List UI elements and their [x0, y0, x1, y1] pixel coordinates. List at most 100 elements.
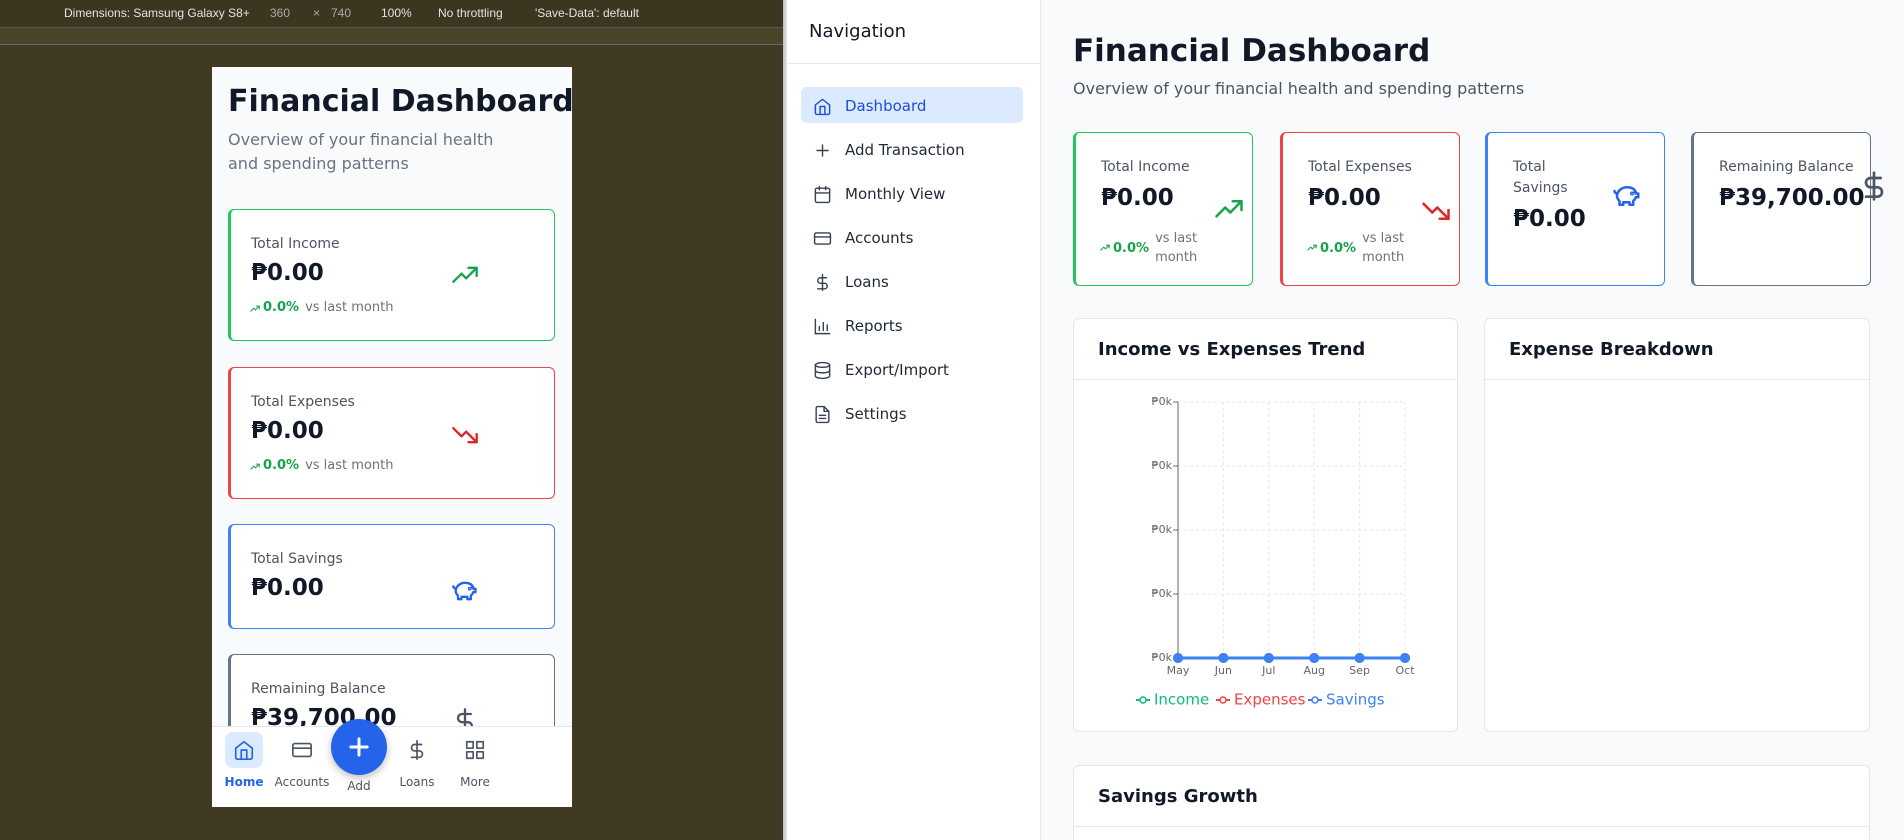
- x-tick-label: Sep: [1349, 664, 1370, 677]
- throttling-select[interactable]: No throttling: [438, 6, 503, 20]
- icon: [452, 581, 477, 601]
- nav-item[interactable]: Loans: [845, 273, 889, 291]
- icon: [250, 305, 260, 312]
- legend-marker: [1139, 696, 1147, 704]
- devtools-toolbar: [0, 0, 783, 28]
- expense-panel: Expense Breakdown: [1484, 318, 1870, 732]
- card-label: Total Income: [1101, 159, 1190, 175]
- card-amount: ₱0.00: [1513, 206, 1586, 232]
- icon: [816, 273, 828, 291]
- add-button[interactable]: [331, 719, 387, 775]
- card-label: Total Savings: [1513, 159, 1568, 196]
- legend-label: Expenses: [1234, 691, 1306, 709]
- legend-marker: [1311, 696, 1319, 704]
- x-tick-label: Aug: [1303, 664, 1324, 677]
- summary-card: Total Expenses ₱0.00 0.0% vs last month: [1280, 132, 1460, 286]
- icon: [814, 361, 830, 379]
- icon: [292, 742, 312, 758]
- legend-label: Savings: [1326, 691, 1385, 709]
- nav-item[interactable]: Accounts: [845, 229, 914, 247]
- y-tick-label: ₱0k: [1152, 523, 1173, 536]
- nav-label[interactable]: Accounts: [274, 775, 330, 789]
- icon: [1864, 171, 1884, 201]
- nav-item[interactable]: Settings: [845, 405, 907, 423]
- panel-title: Savings Growth: [1098, 786, 1258, 807]
- zoom-select[interactable]: 100%: [381, 6, 412, 20]
- device-select[interactable]: Dimensions: Samsung Galaxy S8+: [64, 6, 250, 20]
- icon: [814, 405, 830, 423]
- card-label: Remaining Balance: [1719, 159, 1854, 175]
- change-note: vs last month: [305, 458, 394, 473]
- nav-item[interactable]: Dashboard: [845, 97, 927, 115]
- change-note: vs last month: [1362, 231, 1405, 265]
- icon: [1100, 244, 1110, 251]
- nav-item[interactable]: Monthly View: [845, 185, 946, 203]
- summary-card: Total Income ₱0.00 0.0% vs last month: [228, 209, 555, 341]
- card-label: Total Expenses: [251, 394, 355, 410]
- card-change: 0.0% vs last month: [1100, 229, 1211, 267]
- icon: [452, 427, 478, 444]
- nav-label[interactable]: More: [460, 775, 490, 789]
- data-point: [1309, 653, 1320, 663]
- icon: [349, 737, 369, 757]
- y-tick-label: ₱0k: [1152, 459, 1173, 472]
- icon: [250, 463, 260, 470]
- y-tick-label: ₱0k: [1152, 395, 1173, 408]
- panel-divider: [1074, 826, 1869, 827]
- x-tick-label: Jul: [1261, 664, 1275, 677]
- card-amount: ₱39,700.00: [1719, 185, 1865, 211]
- x-tick-label: Oct: [1395, 664, 1415, 677]
- icon: [814, 185, 830, 203]
- data-point: [1173, 653, 1183, 663]
- icon: [1307, 244, 1317, 251]
- save-data-select[interactable]: 'Save-Data': default: [535, 6, 639, 20]
- card-label: Total Income: [251, 236, 340, 252]
- card-amount: ₱0.00: [251, 575, 324, 601]
- nav-item[interactable]: Add Transaction: [845, 141, 965, 159]
- summary-card: Remaining Balance ₱39,700.00: [1691, 132, 1884, 286]
- panel-divider: [1485, 379, 1869, 380]
- bottom-nav: Home Accounts Add Loans More: [212, 719, 572, 807]
- card-label: Total Expenses: [1308, 159, 1412, 175]
- nav-label[interactable]: Add: [347, 779, 371, 793]
- change-value: 0.0%: [1113, 240, 1150, 256]
- icon: [1613, 186, 1640, 206]
- nav-item[interactable]: Export/Import: [845, 361, 949, 379]
- change-note: vs last month: [305, 300, 394, 315]
- mobile-viewport: Financial Dashboard Overview of your fin…: [212, 67, 572, 807]
- divider-shadow: [783, 0, 789, 840]
- summary-card: Total Savings ₱0.00: [1485, 132, 1665, 286]
- card-change: 0.0% vs last month: [250, 458, 394, 473]
- icon: [234, 740, 254, 760]
- summary-card: Total Expenses ₱0.00 0.0% vs last month: [228, 367, 555, 499]
- data-point: [1263, 653, 1274, 663]
- data-point: [1400, 653, 1410, 663]
- icon: [814, 98, 830, 115]
- height-input[interactable]: 740: [331, 6, 352, 20]
- change-value: 0.0%: [1320, 240, 1357, 256]
- panel-title: Income vs Expenses Trend: [1098, 339, 1366, 360]
- card-label: Total Savings: [251, 551, 343, 567]
- card-amount: ₱0.00: [1308, 185, 1381, 211]
- page-title: Financial Dashboard: [1073, 33, 1431, 69]
- icon: [1422, 202, 1450, 220]
- legend-marker: [1219, 696, 1227, 704]
- width-input[interactable]: 360: [270, 6, 291, 20]
- summary-card: Total Income ₱0.00 0.0% vs last month: [1073, 132, 1253, 286]
- nav-label[interactable]: Home: [224, 775, 264, 789]
- y-tick-label: ₱0k: [1152, 587, 1173, 600]
- nav-label[interactable]: Loans: [399, 775, 435, 789]
- change-value: 0.0%: [263, 300, 300, 315]
- panel-divider: [1074, 379, 1457, 380]
- sidebar-title: Navigation: [809, 21, 907, 42]
- legend-label: Income: [1154, 691, 1209, 709]
- data-point: [1218, 653, 1229, 663]
- card-amount: ₱0.00: [1101, 185, 1174, 211]
- savings-panel: Savings Growth: [1073, 765, 1870, 840]
- nav-item[interactable]: Reports: [845, 317, 903, 335]
- icon: [465, 740, 485, 760]
- mobile-title: Financial Dashboard: [228, 84, 572, 119]
- card-amount: ₱0.00: [251, 260, 324, 286]
